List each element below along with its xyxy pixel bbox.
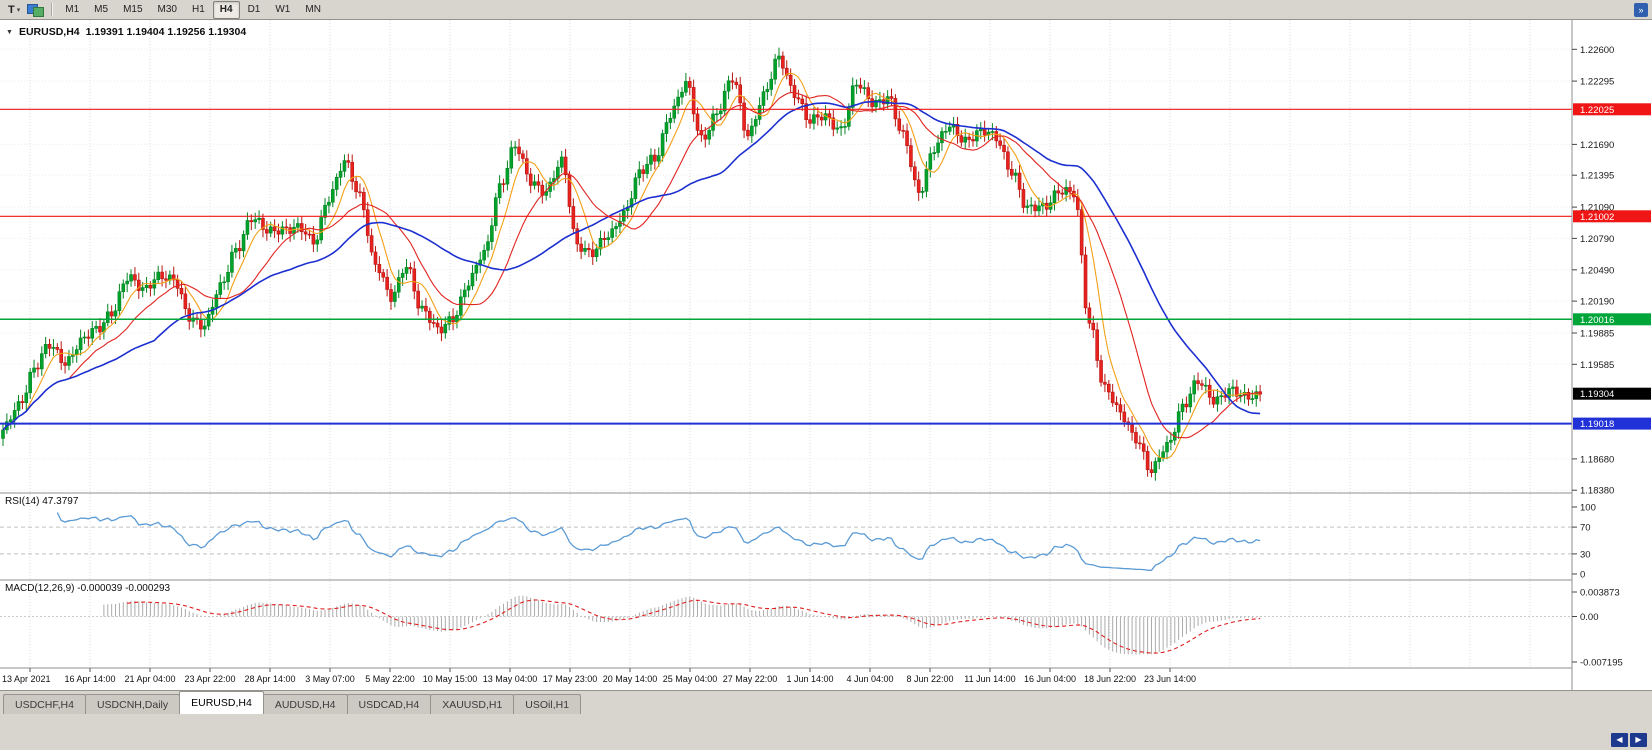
top-toolbar: T ▾ M1 M5 M15 M30 H1 H4 D1 W1 MN » [0,0,1652,20]
tab-scroll-right-button[interactable]: ▶ [1630,733,1647,747]
text-tool-button[interactable]: T ▾ [4,2,24,18]
svg-text:1.21690: 1.21690 [1580,140,1614,151]
vertical-gridlines [29,20,1531,668]
svg-text:30: 30 [1580,549,1591,560]
svg-text:1.21002: 1.21002 [1580,212,1614,223]
svg-text:1.21395: 1.21395 [1580,171,1614,182]
timeframe-button-h4[interactable]: H4 [212,0,240,19]
svg-text:3 May 07:00: 3 May 07:00 [305,674,355,684]
svg-text:13 Apr 2021: 13 Apr 2021 [2,674,51,684]
timeframe-button-m5[interactable]: M5 [94,4,109,15]
svg-text:13 May 04:00: 13 May 04:00 [483,674,538,684]
chart-tab-eurusd-h4[interactable]: EURUSD,H4 [179,691,264,714]
horizontal-gridlines [0,48,1572,491]
svg-text:1.20490: 1.20490 [1580,265,1614,276]
svg-text:1.22600: 1.22600 [1580,45,1614,56]
timeframe-button-m30[interactable]: M30 [157,4,177,15]
timeframe-button-h1[interactable]: H1 [191,4,205,15]
timeframe-button-w1[interactable]: W1 [275,4,291,15]
rsi-indicator-label: RSI(14) 47.3797 [5,496,79,507]
timeframe-button-d1[interactable]: D1 [247,4,261,15]
caret-down-icon: ▾ [16,6,21,14]
svg-text:1.20190: 1.20190 [1580,297,1614,308]
chart-tab-usdchf-h4[interactable]: USDCHF,H4 [3,694,86,714]
price-chart-canvas[interactable]: 1.22600 1.22295 1.21690 1.21395 1.21090 1.207… [0,20,1652,690]
svg-text:1.18680: 1.18680 [1580,454,1614,465]
svg-text:16 Apr 14:00: 16 Apr 14:00 [64,674,115,684]
svg-text:25 May 04:00: 25 May 04:00 [663,674,718,684]
chart-tab-xauusd-h1[interactable]: XAUUSD,H1 [430,694,515,714]
price-axis[interactable]: 1.22600 1.22295 1.21690 1.21395 1.21090 1.207… [1571,20,1652,690]
svg-text:1.18380: 1.18380 [1580,486,1614,497]
svg-text:1 Jun 14:00: 1 Jun 14:00 [786,674,833,684]
svg-text:1.19018: 1.19018 [1580,419,1614,430]
svg-text:1.20790: 1.20790 [1580,234,1614,245]
text-tool-label: T [8,3,15,16]
chart-ohlc-values: 1.19391 1.19404 1.19256 1.19304 [85,26,247,38]
svg-text:5 May 22:00: 5 May 22:00 [365,674,415,684]
svg-text:23 Jun 14:00: 23 Jun 14:00 [1144,674,1196,684]
chart-title: ▼ EURUSD,H4 1.19391 1.19404 1.19256 1.19… [6,26,246,38]
svg-text:1.19585: 1.19585 [1580,360,1614,371]
svg-text:21 Apr 04:00: 21 Apr 04:00 [124,674,175,684]
chart-symbol-label: EURUSD,H4 [18,26,80,38]
toolbar-more-button[interactable]: » [1634,2,1648,17]
one-click-collapse-icon[interactable]: ▼ [6,29,13,36]
svg-text:100: 100 [1580,503,1596,514]
price-level-lines[interactable] [0,108,1572,425]
chart-tab-bar: USDCHF,H4 USDCNH,Daily EURUSD,H4 AUDUSD,H4 U… [0,690,1652,714]
svg-text:0: 0 [1580,570,1585,581]
svg-text:27 May 22:00: 27 May 22:00 [723,674,778,684]
timeframe-button-m15[interactable]: M15 [123,4,143,15]
svg-text:11 Jun 14:00: 11 Jun 14:00 [964,674,1015,684]
tab-scroll-controls: ◀ ▶ [1611,733,1647,747]
tab-scroll-left-button[interactable]: ◀ [1611,733,1628,747]
svg-text:1.20016: 1.20016 [1580,315,1614,326]
macd-indicator-label: MACD(12,26,9) -0.000039 -0.000293 [5,583,171,594]
svg-text:0.00: 0.00 [1580,612,1599,623]
timeframe-button-mn[interactable]: MN [305,4,321,15]
svg-text:23 Apr 22:00: 23 Apr 22:00 [184,674,235,684]
svg-text:20 May 14:00: 20 May 14:00 [603,674,658,684]
svg-text:70: 70 [1580,523,1591,534]
svg-text:1.21090: 1.21090 [1580,203,1614,214]
chart-tab-usdcad-h4[interactable]: USDCAD,H4 [346,694,432,714]
candlesticks [1,47,1262,481]
timeframe-button-group: M1 M5 M15 M30 H1 H4 D1 W1 MN [58,0,328,19]
timeframe-button-m1[interactable]: M1 [65,4,80,15]
svg-text:0.003873: 0.003873 [1580,588,1620,599]
svg-text:1.22295: 1.22295 [1580,77,1614,88]
chart-tab-list: USDCHF,H4 USDCNH,Daily EURUSD,H4 AUDUSD,H4 U… [3,691,582,714]
chart-tools-icon[interactable] [26,2,45,17]
svg-text:1.22025: 1.22025 [1580,105,1614,116]
bottom-strip: ◀ ▶ [0,714,1652,750]
svg-text:28 Apr 14:00: 28 Apr 14:00 [244,674,295,684]
rsi-pane [0,512,1572,571]
time-axis[interactable]: 13 Apr 2021 16 Apr 14:00 21 Apr 04:00 23 Ap… [2,668,1196,684]
svg-text:8 Jun 22:00: 8 Jun 22:00 [906,674,953,684]
chart-region: 1.22600 1.22295 1.21690 1.21395 1.21090 1.207… [0,20,1652,690]
macd-pane [0,595,1572,655]
svg-text:16 Jun 04:00: 16 Jun 04:00 [1024,674,1076,684]
svg-text:1.19304: 1.19304 [1580,389,1614,400]
toolbar-separator [51,3,53,16]
chart-tab-usdcnh-daily[interactable]: USDCNH,Daily [84,694,181,714]
svg-text:17 May 23:00: 17 May 23:00 [543,674,598,684]
svg-text:10 May 15:00: 10 May 15:00 [423,674,478,684]
svg-text:4 Jun 04:00: 4 Jun 04:00 [846,674,893,684]
chart-tab-audusd-h4[interactable]: AUDUSD,H4 [262,694,348,714]
svg-text:18 Jun 22:00: 18 Jun 22:00 [1084,674,1136,684]
svg-text:1.19885: 1.19885 [1580,329,1614,340]
svg-text:-0.007195: -0.007195 [1580,658,1623,669]
chart-tab-usoil-h1[interactable]: USOil,H1 [513,694,582,714]
